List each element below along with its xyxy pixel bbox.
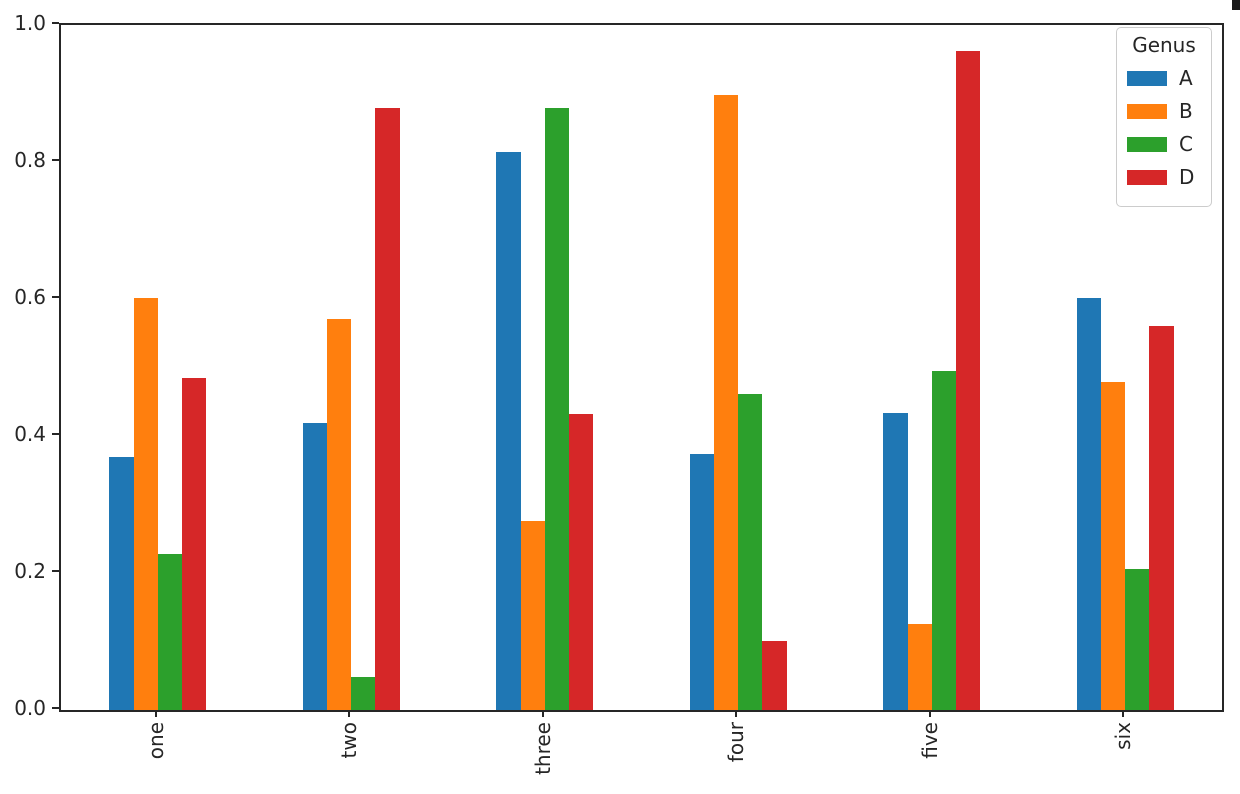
x-tick-label: four [724, 722, 749, 763]
corner-artifact [1232, 0, 1240, 10]
y-tick-mark [52, 296, 59, 298]
y-tick-label: 0.8 [14, 148, 46, 172]
x-tick-mark [928, 710, 931, 717]
x-tick-mark [154, 710, 157, 717]
bar-three-D [568, 414, 594, 710]
x-tick-label: six [1111, 722, 1136, 750]
x-tick-label: five [917, 722, 942, 759]
bar-two-C [351, 677, 376, 710]
legend-item-C: C [1127, 132, 1201, 156]
y-tick-label: 0.0 [14, 696, 46, 720]
bar-one-C [157, 553, 182, 710]
legend-patch-D [1127, 169, 1167, 185]
bar-six-C [1125, 568, 1150, 710]
x-tick-label: two [337, 722, 362, 759]
y-tick-label: 1.0 [14, 11, 46, 35]
bar-six-D [1149, 325, 1174, 710]
bar-four-C [738, 394, 763, 710]
bar-four-B [714, 94, 739, 710]
bar-three-B [520, 520, 545, 710]
plot-area [59, 23, 1224, 712]
legend-patch-A [1127, 70, 1167, 86]
legend-patch-B [1127, 103, 1167, 119]
y-tick-mark [52, 22, 59, 24]
bar-three-C [544, 107, 569, 710]
y-tick-mark [52, 570, 59, 572]
y-tick-label: 0.2 [14, 559, 46, 583]
legend-item-D: D [1127, 165, 1201, 189]
y-tick-mark [52, 707, 59, 709]
y-tick-mark [52, 159, 59, 161]
bar-two-B [327, 318, 352, 710]
y-tick-label: 0.4 [14, 422, 46, 446]
bar-two-D [375, 107, 400, 710]
bar-one-B [133, 298, 158, 710]
x-tick-mark [348, 710, 351, 717]
legend-item-label: D [1179, 165, 1195, 189]
bars-layer [61, 25, 1222, 710]
legend-title: Genus [1132, 33, 1196, 57]
bar-two-A [302, 423, 328, 710]
legend-item-label: A [1179, 66, 1193, 90]
x-tick-label: one [143, 722, 168, 760]
bar-five-D [955, 51, 981, 710]
bar-one-A [109, 456, 134, 710]
legend-item-A: A [1127, 66, 1201, 90]
bar-five-C [931, 370, 956, 710]
legend-item-label: B [1179, 99, 1193, 123]
bar-three-A [496, 151, 521, 710]
x-tick-label: three [530, 722, 555, 775]
bar-four-A [689, 453, 715, 710]
x-tick-mark [1122, 710, 1125, 717]
legend-item-label: C [1179, 132, 1193, 156]
bar-six-A [1076, 298, 1102, 710]
legend-patch-C [1127, 136, 1167, 152]
y-tick-label: 0.6 [14, 285, 46, 309]
bar-five-B [907, 623, 932, 710]
bar-six-B [1101, 381, 1126, 710]
bar-one-D [181, 377, 207, 710]
bar-four-D [762, 640, 787, 710]
y-tick-mark [52, 433, 59, 435]
x-tick-mark [735, 710, 738, 717]
legend-item-B: B [1127, 99, 1201, 123]
bar-five-A [883, 412, 908, 710]
x-tick-mark [541, 710, 544, 717]
